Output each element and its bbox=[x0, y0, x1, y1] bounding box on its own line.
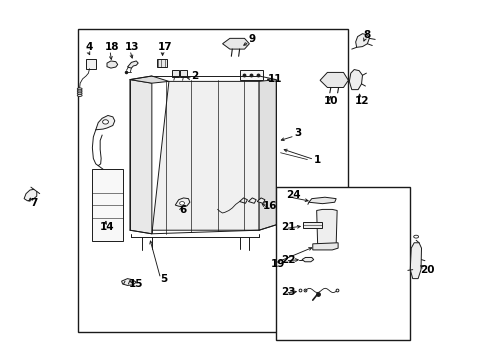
Text: 19: 19 bbox=[270, 259, 285, 269]
Polygon shape bbox=[257, 198, 264, 203]
Text: 20: 20 bbox=[419, 265, 434, 275]
Text: 6: 6 bbox=[179, 206, 186, 216]
Polygon shape bbox=[409, 243, 421, 279]
Text: 4: 4 bbox=[85, 42, 93, 52]
Polygon shape bbox=[239, 198, 247, 203]
Bar bbox=[92, 169, 122, 241]
Polygon shape bbox=[152, 81, 259, 234]
Polygon shape bbox=[312, 243, 337, 250]
Polygon shape bbox=[302, 257, 313, 262]
Text: 21: 21 bbox=[281, 222, 295, 232]
Polygon shape bbox=[127, 61, 138, 68]
Polygon shape bbox=[316, 210, 336, 246]
Text: 18: 18 bbox=[104, 42, 119, 52]
Bar bbox=[86, 59, 96, 69]
Polygon shape bbox=[222, 39, 249, 49]
Text: 13: 13 bbox=[125, 42, 139, 52]
Text: 22: 22 bbox=[281, 255, 295, 265]
Bar bbox=[303, 222, 321, 228]
Polygon shape bbox=[24, 189, 37, 201]
Ellipse shape bbox=[77, 94, 82, 96]
Text: 8: 8 bbox=[363, 30, 370, 40]
Text: 3: 3 bbox=[294, 129, 301, 138]
Polygon shape bbox=[348, 69, 362, 90]
Polygon shape bbox=[248, 198, 256, 203]
Polygon shape bbox=[259, 80, 276, 230]
Text: 5: 5 bbox=[160, 274, 167, 284]
Ellipse shape bbox=[77, 92, 82, 94]
Text: 15: 15 bbox=[128, 279, 142, 289]
Ellipse shape bbox=[77, 88, 82, 90]
Polygon shape bbox=[130, 76, 168, 83]
Bar bbox=[276, 187, 409, 339]
Text: 17: 17 bbox=[158, 42, 172, 52]
Polygon shape bbox=[175, 198, 189, 207]
Bar bbox=[239, 70, 263, 80]
Text: 7: 7 bbox=[30, 198, 38, 208]
Polygon shape bbox=[122, 279, 136, 285]
Text: 24: 24 bbox=[285, 190, 300, 200]
Polygon shape bbox=[130, 80, 152, 234]
Text: 16: 16 bbox=[263, 201, 277, 211]
Polygon shape bbox=[355, 34, 368, 47]
Text: 14: 14 bbox=[100, 222, 114, 232]
Text: 23: 23 bbox=[281, 287, 295, 297]
Bar bbox=[157, 59, 167, 67]
Text: 10: 10 bbox=[324, 96, 338, 106]
Bar bbox=[78, 30, 347, 332]
Bar bbox=[180, 70, 186, 77]
Polygon shape bbox=[308, 197, 335, 204]
Bar bbox=[172, 70, 179, 77]
Text: 12: 12 bbox=[354, 96, 369, 106]
Polygon shape bbox=[96, 116, 115, 130]
Text: 9: 9 bbox=[248, 34, 255, 44]
Text: 1: 1 bbox=[313, 155, 321, 165]
Ellipse shape bbox=[102, 120, 108, 124]
Ellipse shape bbox=[413, 235, 418, 238]
Polygon shape bbox=[320, 72, 347, 87]
Ellipse shape bbox=[179, 202, 184, 205]
Text: 2: 2 bbox=[191, 71, 198, 81]
Text: 11: 11 bbox=[267, 74, 282, 84]
Ellipse shape bbox=[77, 90, 82, 92]
Polygon shape bbox=[107, 61, 118, 68]
